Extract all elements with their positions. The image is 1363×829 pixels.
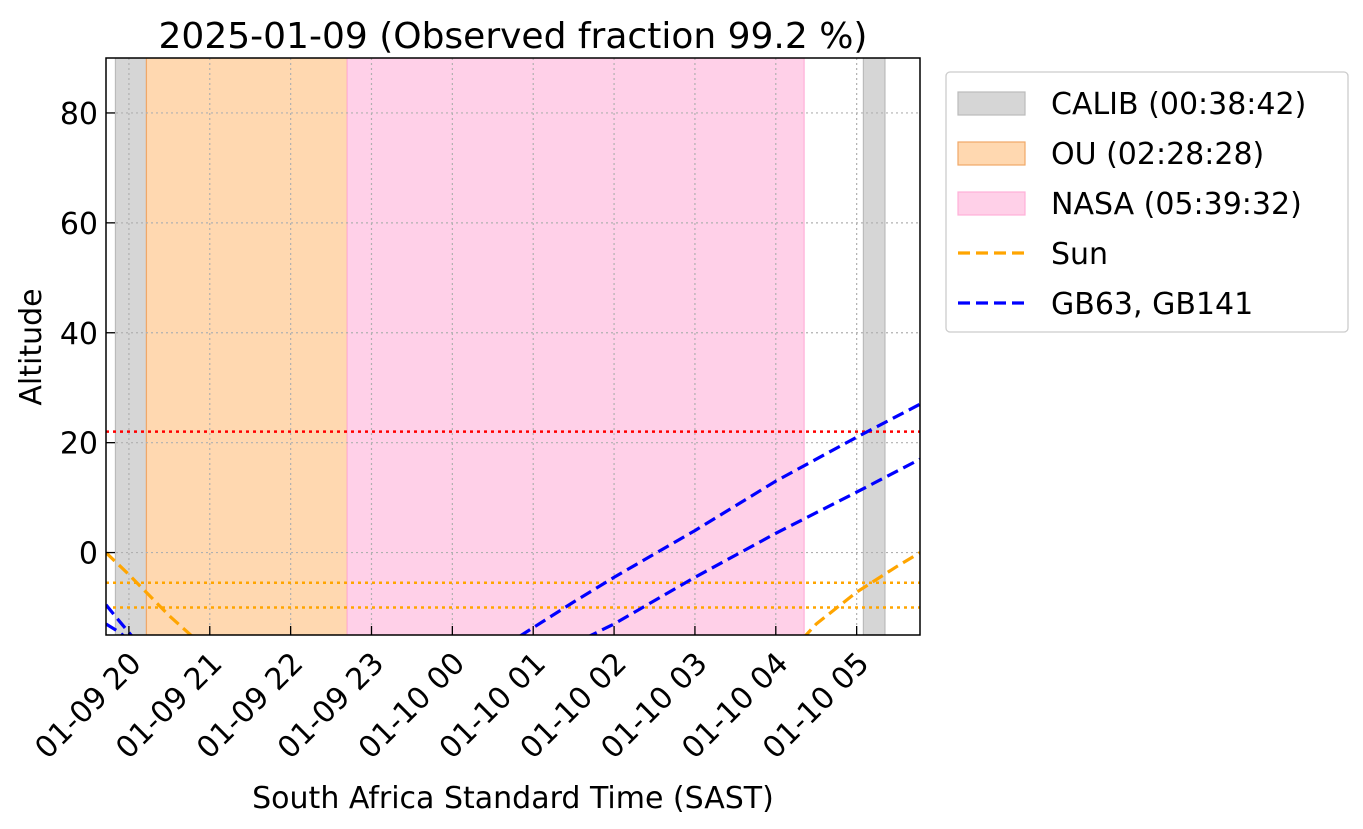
- y-tick-label-2: 40: [60, 317, 98, 352]
- y-tick-label-1: 20: [60, 427, 98, 462]
- series-line-2: [106, 457, 920, 635]
- legend-label-4: GB63, GB141: [1051, 287, 1253, 322]
- legend-label-2: NASA (05:39:32): [1051, 187, 1302, 222]
- series-line-1: [106, 402, 920, 635]
- plot-frame: [105, 57, 921, 636]
- x-axis-label: South Africa Standard Time (SAST): [252, 781, 774, 816]
- chart-title: 2025-01-09 (Observed fraction 99.2 %): [159, 16, 868, 57]
- band-0: [114, 58, 148, 635]
- y-tick-label-0: 0: [79, 537, 98, 572]
- y-tick-label-4: 80: [60, 97, 98, 132]
- legend-label-0: CALIB (00:38:42): [1051, 87, 1306, 122]
- legend-swatch-2: [957, 191, 1026, 216]
- legend-swatch-0: [957, 91, 1026, 116]
- band-2: [346, 58, 805, 635]
- y-axis-label: Altitude: [14, 288, 49, 405]
- legend-swatch-1: [957, 141, 1026, 166]
- band-3: [862, 58, 886, 635]
- legend-label-3: Sun: [1051, 237, 1108, 272]
- band-1: [145, 58, 348, 635]
- legend-label-1: OU (02:28:28): [1051, 137, 1264, 172]
- y-tick-label-3: 60: [60, 207, 98, 242]
- legend: CALIB (00:38:42) OU (02:28:28) NASA (05:39…: [945, 71, 1349, 333]
- legend-box: [945, 71, 1349, 333]
